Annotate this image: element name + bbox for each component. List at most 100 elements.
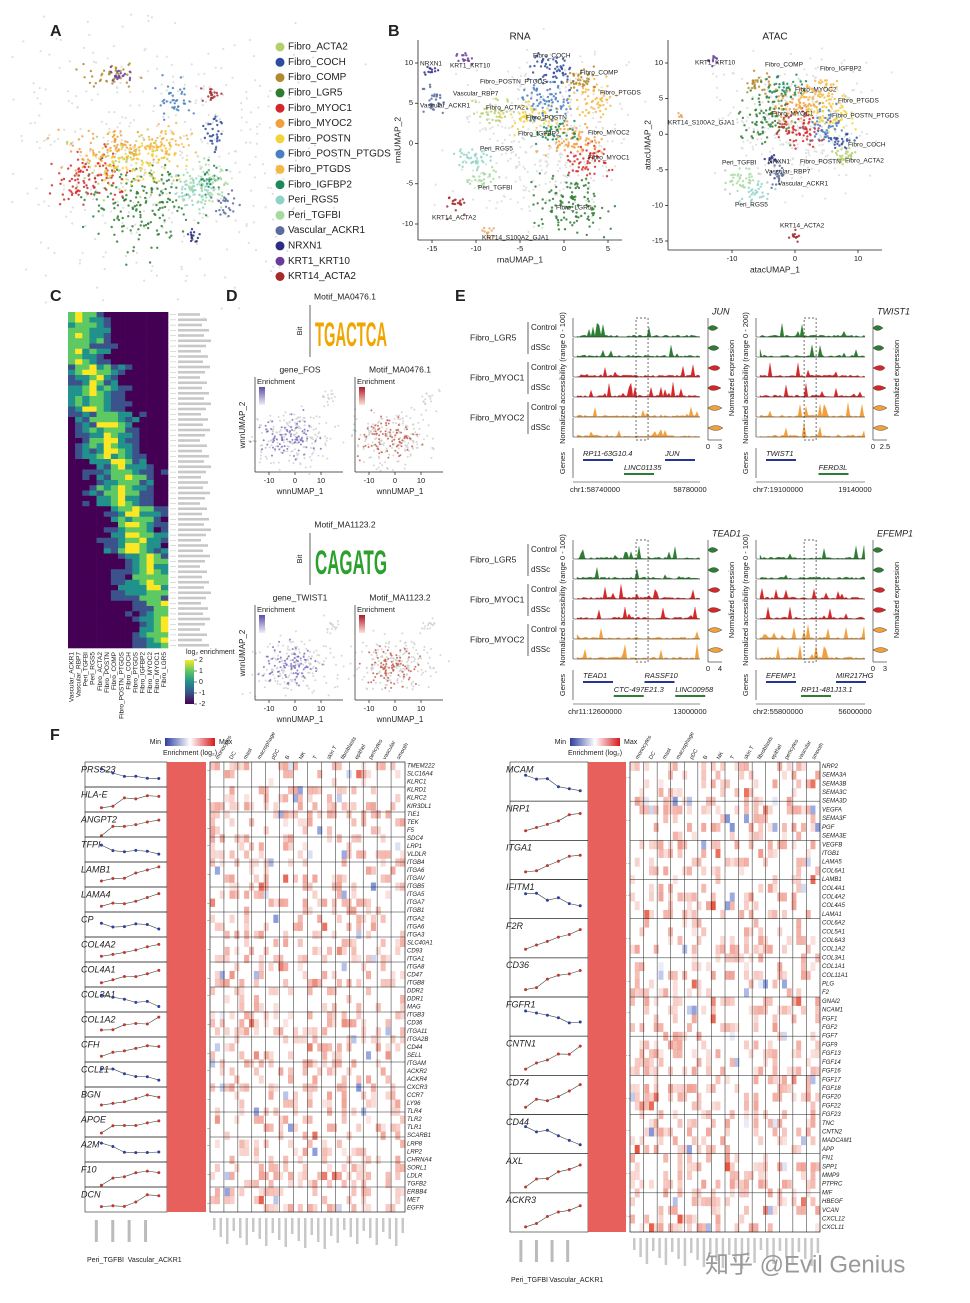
cell-point xyxy=(198,233,201,236)
heatmap-cell xyxy=(89,385,97,392)
cell-point xyxy=(809,104,813,107)
cell-point xyxy=(542,98,545,101)
heatmap-cell xyxy=(110,543,119,549)
cell-point xyxy=(560,141,564,145)
heatmap-cell xyxy=(132,338,140,344)
cell-point xyxy=(470,180,473,183)
cell-point xyxy=(299,443,302,446)
heatmap-cell xyxy=(132,348,140,355)
cell-point xyxy=(135,167,138,170)
cluster-label: Vascular_ACKR1 xyxy=(420,103,470,110)
heatmap-cell xyxy=(153,632,162,638)
heatmap-cell xyxy=(96,385,105,392)
cell-point xyxy=(170,182,174,185)
heatmap-cell xyxy=(118,627,126,633)
cell-point xyxy=(323,405,326,408)
cell-point xyxy=(562,98,565,101)
cell-point xyxy=(543,172,547,175)
cell-point xyxy=(556,100,559,103)
cell-point xyxy=(132,179,136,182)
heatmap-cell xyxy=(125,459,133,465)
cell-point xyxy=(217,186,220,189)
cell-point xyxy=(558,167,562,170)
cell-point xyxy=(569,107,572,111)
cell-point xyxy=(790,122,793,125)
cell-point xyxy=(204,214,208,217)
heatmap-cell xyxy=(75,490,83,497)
heatmap-cell xyxy=(82,637,90,644)
cell-point xyxy=(329,437,332,440)
heatmap-cell xyxy=(146,553,155,560)
cell-point xyxy=(142,90,145,93)
heatmap-cell xyxy=(139,317,147,323)
cell-point xyxy=(286,249,289,253)
cell-point xyxy=(189,189,192,192)
cell-point xyxy=(508,110,511,113)
cell-point xyxy=(789,52,792,56)
cell-point xyxy=(195,85,198,88)
column-label: Fibro_ACTA2 xyxy=(97,652,104,691)
cell-point xyxy=(119,69,122,73)
heatmap-cell xyxy=(89,375,97,381)
heatmap-cell xyxy=(103,627,112,633)
heatmap-cell xyxy=(132,422,140,428)
cell-point xyxy=(600,86,603,89)
cell-point xyxy=(286,447,289,450)
cell-point xyxy=(227,207,231,210)
cell-point xyxy=(12,172,15,175)
cell-point xyxy=(38,146,41,149)
cell-point xyxy=(93,193,96,196)
cell-point xyxy=(581,87,585,90)
heatmap-cell xyxy=(110,474,119,481)
heatmap-cell xyxy=(132,401,140,407)
cell-point xyxy=(761,101,764,104)
cell-point xyxy=(301,439,304,442)
cell-point xyxy=(123,72,127,76)
heatmap-cell xyxy=(139,453,147,460)
heatmap-cell xyxy=(68,616,76,623)
heatmap-cell xyxy=(110,611,119,617)
cell-point xyxy=(171,75,175,78)
cell-point xyxy=(133,149,136,152)
heatmap-cell xyxy=(132,553,140,560)
cell-point xyxy=(168,198,172,202)
cell-point xyxy=(109,165,113,168)
heatmap-cell xyxy=(132,390,140,397)
cell-point xyxy=(538,93,542,96)
cell-point xyxy=(547,133,550,137)
heatmap-cell xyxy=(132,322,140,329)
cell-point xyxy=(75,183,78,186)
heatmap-cell xyxy=(89,516,97,523)
heatmap-cell xyxy=(96,579,105,586)
cell-point xyxy=(488,173,491,176)
heatmap-cell xyxy=(118,333,126,339)
cell-point xyxy=(97,232,100,235)
cell-point xyxy=(74,179,77,182)
cell-point xyxy=(238,203,241,207)
heatmap-cell xyxy=(89,495,97,502)
heatmap-cell xyxy=(160,616,169,623)
cell-point xyxy=(201,99,204,103)
cluster-label: Fibro_MYOC1 xyxy=(588,155,630,162)
heatmap-cell xyxy=(68,322,76,329)
cell-point xyxy=(814,79,817,83)
cell-point xyxy=(93,175,97,178)
heatmap-cell xyxy=(89,359,97,365)
cell-point xyxy=(92,215,95,218)
cell-point xyxy=(571,224,574,227)
cell-point xyxy=(187,185,191,188)
cell-point xyxy=(541,75,545,78)
row-label-placeholder xyxy=(178,334,204,337)
cell-point xyxy=(821,143,824,146)
cell-point xyxy=(153,202,156,205)
cell-point xyxy=(97,182,100,185)
cell-point xyxy=(510,101,513,105)
cell-point xyxy=(834,130,837,133)
cell-point xyxy=(154,87,157,90)
heatmap-cell xyxy=(103,333,112,339)
heatmap-cell xyxy=(118,574,126,581)
cell-point xyxy=(579,161,582,164)
cell-point xyxy=(594,126,598,129)
cell-point xyxy=(574,186,577,190)
cell-point xyxy=(334,425,337,428)
